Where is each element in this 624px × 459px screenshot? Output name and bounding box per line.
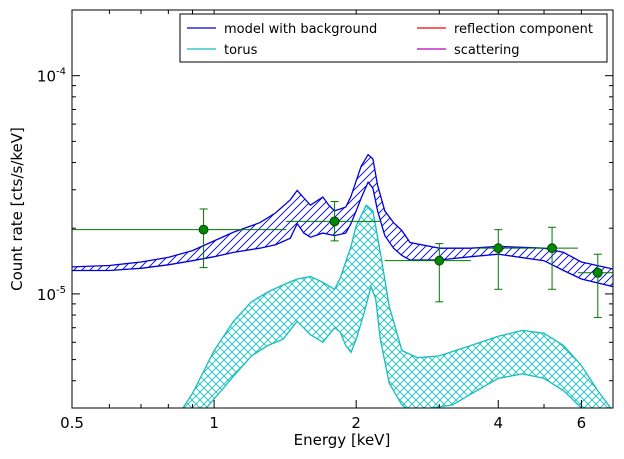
legend-frame bbox=[179, 13, 608, 63]
series-torus bbox=[182, 204, 612, 408]
data-point-6 bbox=[577, 253, 613, 318]
y-axis-label: Count rate [cts/s/keV] bbox=[8, 127, 26, 291]
band-torus bbox=[182, 205, 611, 408]
legend-label: reflection component bbox=[454, 22, 593, 37]
upper-line-torus bbox=[182, 204, 612, 408]
data-marker bbox=[198, 224, 209, 235]
legend-entry-reflection-component: reflection component bbox=[417, 22, 593, 37]
x-tick-label: 1 bbox=[209, 414, 219, 432]
tick-labels-layer: 0.5 1 2 4 6 10-5 10-4 bbox=[37, 67, 586, 432]
data-marker bbox=[329, 216, 340, 227]
legend: model with background reflection componen… bbox=[179, 13, 608, 63]
series-layer bbox=[72, 153, 613, 408]
data-marker bbox=[434, 255, 445, 266]
y-tick-label: 10-4 bbox=[37, 67, 66, 86]
data-marker bbox=[493, 243, 504, 254]
data-point-4 bbox=[476, 229, 527, 290]
data-point-3 bbox=[384, 243, 471, 303]
legend-label: scattering bbox=[454, 43, 520, 58]
x-tick-label: 6 bbox=[577, 414, 587, 432]
data-marker bbox=[592, 267, 603, 278]
lower-line-model-with-background bbox=[72, 180, 613, 288]
data-point-1 bbox=[72, 208, 286, 269]
x-tick-label: 2 bbox=[351, 414, 361, 432]
x-axis-label: Energy [keV] bbox=[294, 431, 391, 449]
legend-entry-torus: torus bbox=[187, 43, 258, 58]
data-points-layer bbox=[72, 201, 613, 318]
y-tick-label: 10-5 bbox=[37, 285, 66, 304]
series-model-with-background bbox=[72, 153, 613, 288]
upper-line-model-with-background bbox=[72, 153, 613, 270]
data-point-2 bbox=[285, 201, 381, 242]
x-tick-label: 0.5 bbox=[60, 414, 84, 432]
data-marker bbox=[547, 243, 557, 254]
legend-label: torus bbox=[224, 43, 258, 58]
data-point-5 bbox=[526, 226, 578, 290]
legend-entry-model-with-background: model with background bbox=[187, 22, 377, 37]
legend-entry-scattering: scattering bbox=[417, 43, 520, 58]
legend-label: model with background bbox=[224, 22, 377, 37]
plot-frame bbox=[71, 9, 614, 409]
lower-line-torus bbox=[205, 284, 583, 408]
band-model-with-background bbox=[72, 154, 613, 287]
x-tick-label: 4 bbox=[494, 414, 504, 432]
